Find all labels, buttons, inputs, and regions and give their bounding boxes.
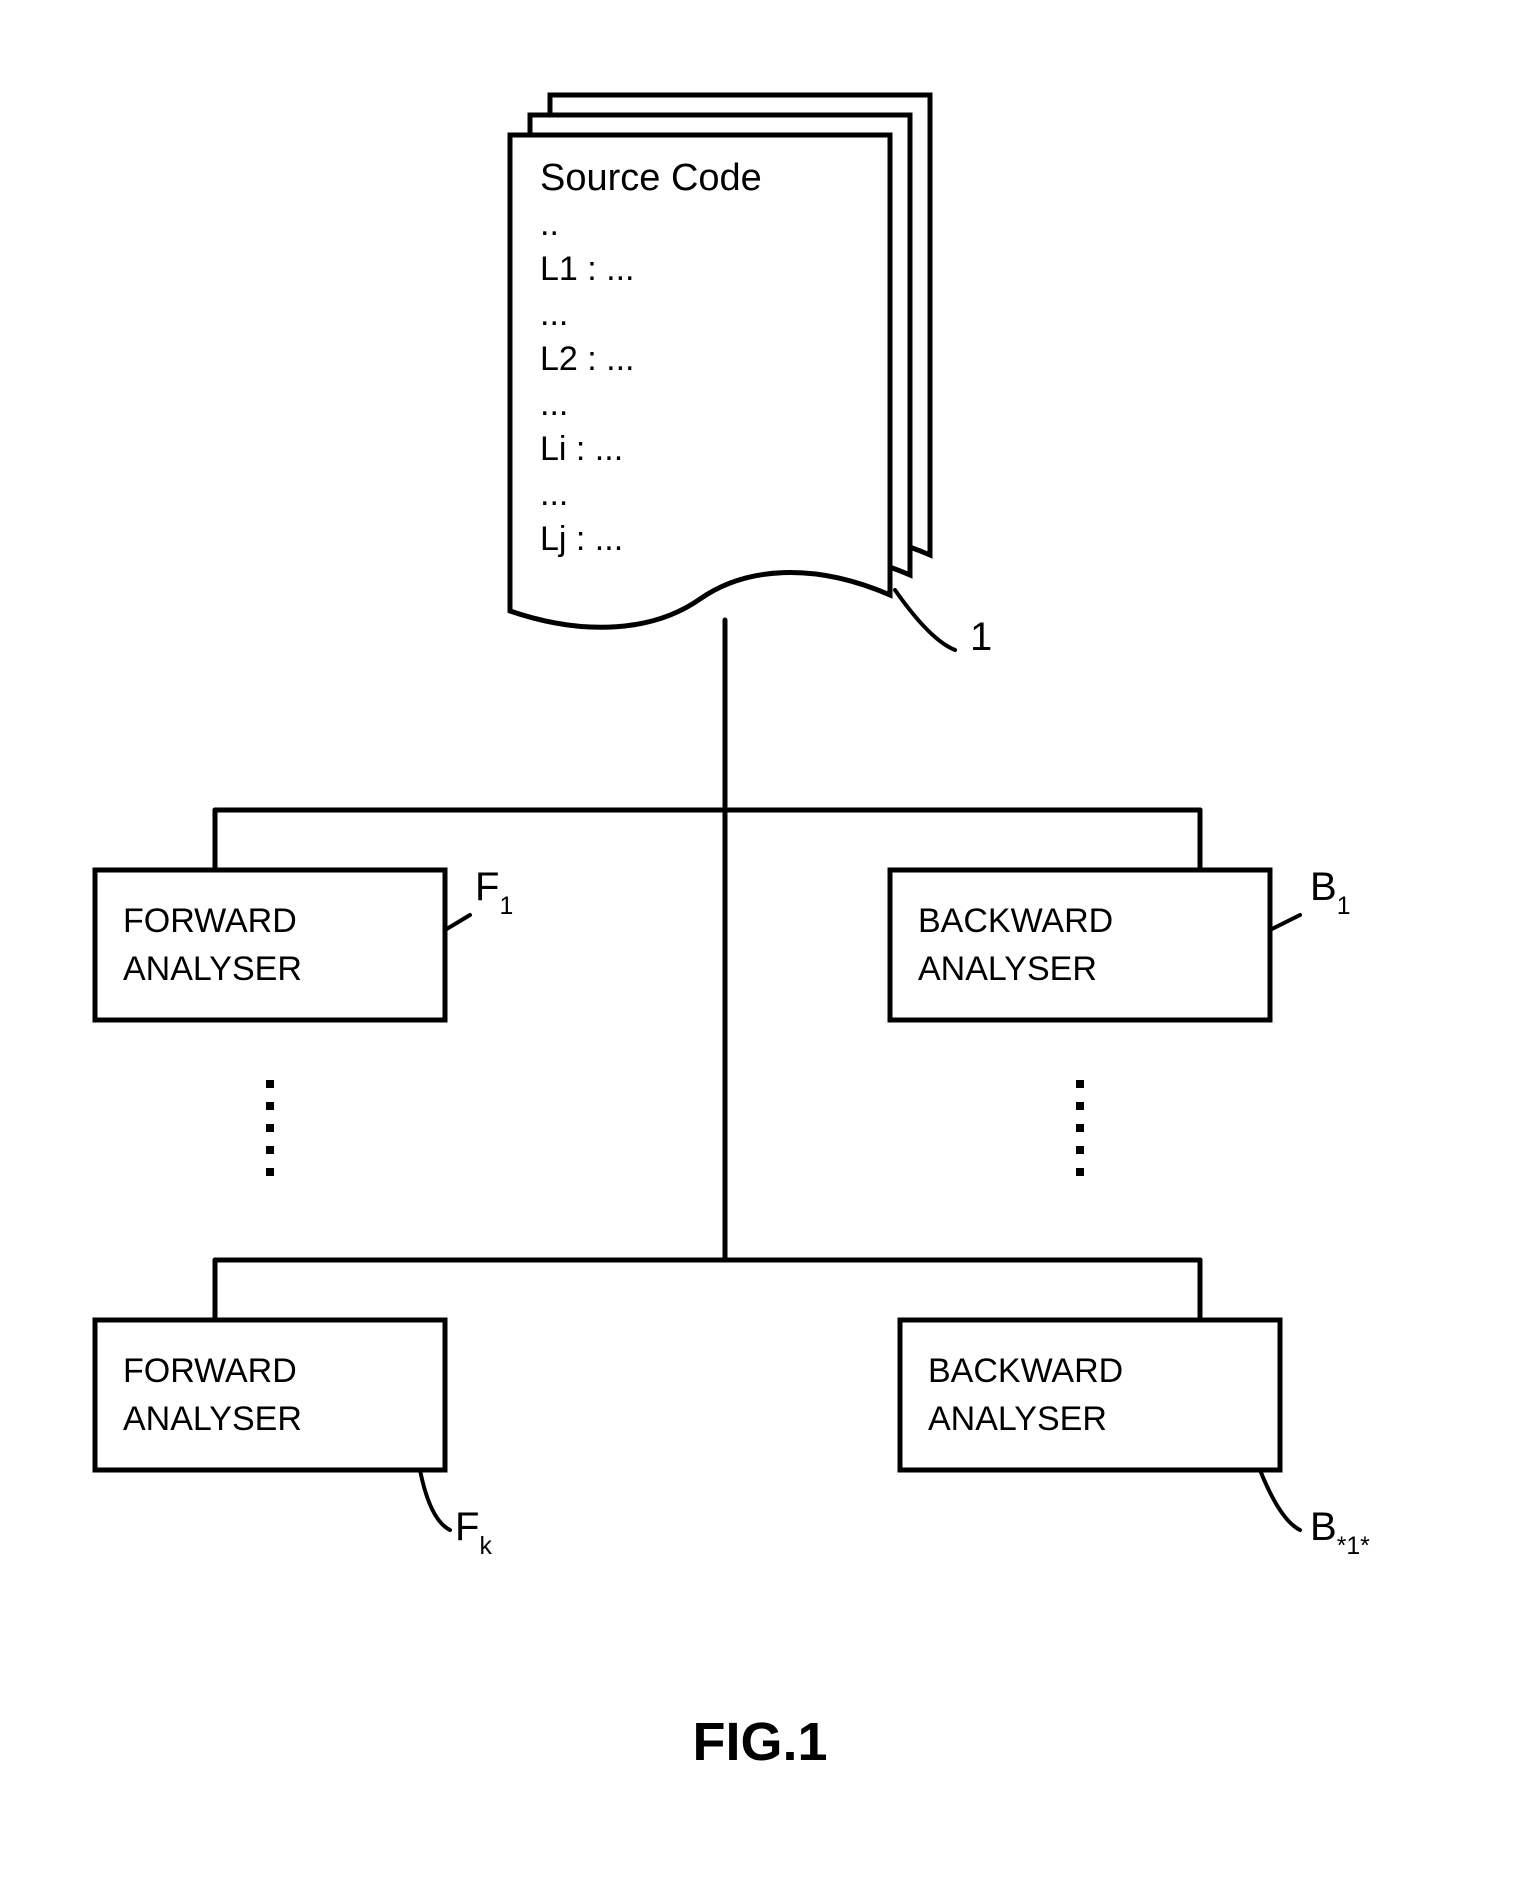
- backward-analyser-1-label: B1: [1310, 865, 1350, 920]
- backward-analyser-k-line2: ANALYSER: [928, 1400, 1107, 1438]
- backward-analyser-k-label: B*1*: [1310, 1505, 1370, 1560]
- vdots-dot: [266, 1146, 274, 1154]
- vdots-dot: [266, 1168, 274, 1176]
- vdots-dot: [1076, 1124, 1084, 1132]
- source-code-line: L1 : ...: [540, 250, 635, 288]
- ref-mark-1: 1: [970, 615, 992, 659]
- vdots-dot: [1076, 1102, 1084, 1110]
- forward-analyser-1-line1: FORWARD: [123, 902, 297, 940]
- source-code-line: ...: [540, 385, 568, 423]
- vdots-dot: [266, 1124, 274, 1132]
- source-code-line: L2 : ...: [540, 340, 635, 378]
- forward-analyser-1-label: F1: [475, 865, 513, 920]
- forward-analyser-k-label: Fk: [455, 1505, 492, 1560]
- vdots-dot: [266, 1080, 274, 1088]
- source-code-line: ...: [540, 295, 568, 333]
- backward-analyser-1-line1: BACKWARD: [918, 902, 1113, 940]
- forward-analyser-k-line2: ANALYSER: [123, 1400, 302, 1438]
- source-code-line: Lj : ...: [540, 520, 623, 558]
- backward-analyser-k-line1: BACKWARD: [928, 1352, 1123, 1390]
- vdots-dot: [1076, 1146, 1084, 1154]
- forward-analyser-1-line2: ANALYSER: [123, 950, 302, 988]
- vdots-dot: [1076, 1080, 1084, 1088]
- source-code-line: ...: [540, 475, 568, 513]
- source-code-line: Li : ...: [540, 430, 623, 468]
- backward-analyser-1-line2: ANALYSER: [918, 950, 1097, 988]
- vdots-dot: [266, 1102, 274, 1110]
- source-code-title: Source Code: [540, 157, 762, 199]
- figure-label: FIG.1: [692, 1712, 827, 1772]
- source-code-line: ..: [540, 205, 559, 243]
- forward-analyser-k-line1: FORWARD: [123, 1352, 297, 1390]
- vdots-dot: [1076, 1168, 1084, 1176]
